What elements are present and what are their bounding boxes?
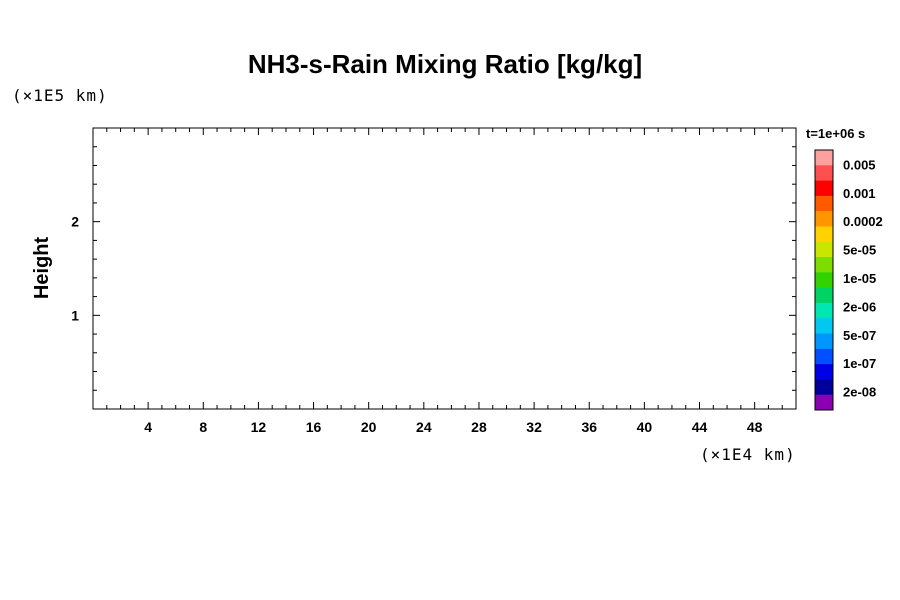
colorbar-label: 2e-08 (843, 385, 876, 400)
colorbar-swatch (815, 333, 833, 350)
colorbar-swatch (815, 241, 833, 258)
chart-title: NH3-s-Rain Mixing Ratio [kg/kg] (248, 49, 642, 79)
y-axis-ticks: 12 (71, 146, 796, 391)
x-tick-label: 44 (692, 419, 708, 435)
colorbar-swatch (815, 211, 833, 227)
x-tick-label: 16 (306, 419, 322, 435)
colorbar-frame (814, 149, 834, 411)
time-label: t=1e+06 s (806, 126, 865, 141)
x-tick-label: 32 (526, 419, 542, 435)
colorbar-swatch (815, 195, 833, 212)
colorbar-swatch (815, 226, 833, 243)
x-axis-ticks: 4 8 12 16 20 24 28 32 36 40 44 48 (106, 128, 783, 435)
colorbar-label: 5e-05 (843, 243, 876, 258)
colorbar-swatch (815, 150, 833, 166)
x-tick-label: 40 (637, 419, 653, 435)
x-tick-label: 48 (747, 419, 763, 435)
colorbar-swatch (815, 165, 833, 182)
colorbar: 0.005 0.001 0.0002 5e-05 1e-05 2e-06 5e-07 1e-0… (814, 149, 883, 411)
colorbar-swatch (815, 257, 833, 273)
y-tick-label: 1 (71, 307, 79, 323)
x-tick-label: 24 (416, 419, 432, 435)
colorbar-swatch (815, 394, 833, 411)
plot-background (93, 128, 796, 409)
colorbar-swatch (815, 272, 833, 289)
plot-frame (92, 127, 797, 410)
colorbar-swatch (815, 379, 833, 396)
x-tick-label: 4 (144, 419, 152, 435)
colorbar-swatch (815, 364, 833, 380)
y-tick-label: 2 (71, 214, 79, 230)
colorbar-label: 5e-07 (843, 328, 876, 343)
x-tick-label: 12 (251, 419, 267, 435)
colorbar-label: 0.0002 (843, 214, 883, 229)
x-unit-label: (×1E4 km) (700, 445, 796, 464)
colorbar-label: 1e-05 (843, 271, 876, 286)
colorbar-label: 2e-06 (843, 299, 876, 314)
x-tick-label: 36 (581, 419, 597, 435)
x-tick-label: 28 (471, 419, 487, 435)
colorbar-label: 1e-07 (843, 356, 876, 371)
colorbar-swatch (815, 180, 833, 197)
x-tick-label: 20 (361, 419, 377, 435)
plot-area: 4 8 12 16 20 24 28 32 36 40 44 48 12 (71, 127, 797, 435)
colorbar-label: 0.005 (843, 157, 876, 172)
colorbar-swatch (815, 302, 833, 319)
colorbar-swatch (815, 287, 833, 304)
colorbar-swatch (815, 348, 833, 365)
y-unit-label: (×1E5 km) (12, 86, 108, 105)
colorbar-label: 0.001 (843, 186, 876, 201)
colorbar-swatch (815, 318, 833, 335)
x-tick-label: 8 (199, 419, 207, 435)
y-axis-label: Height (31, 237, 53, 300)
